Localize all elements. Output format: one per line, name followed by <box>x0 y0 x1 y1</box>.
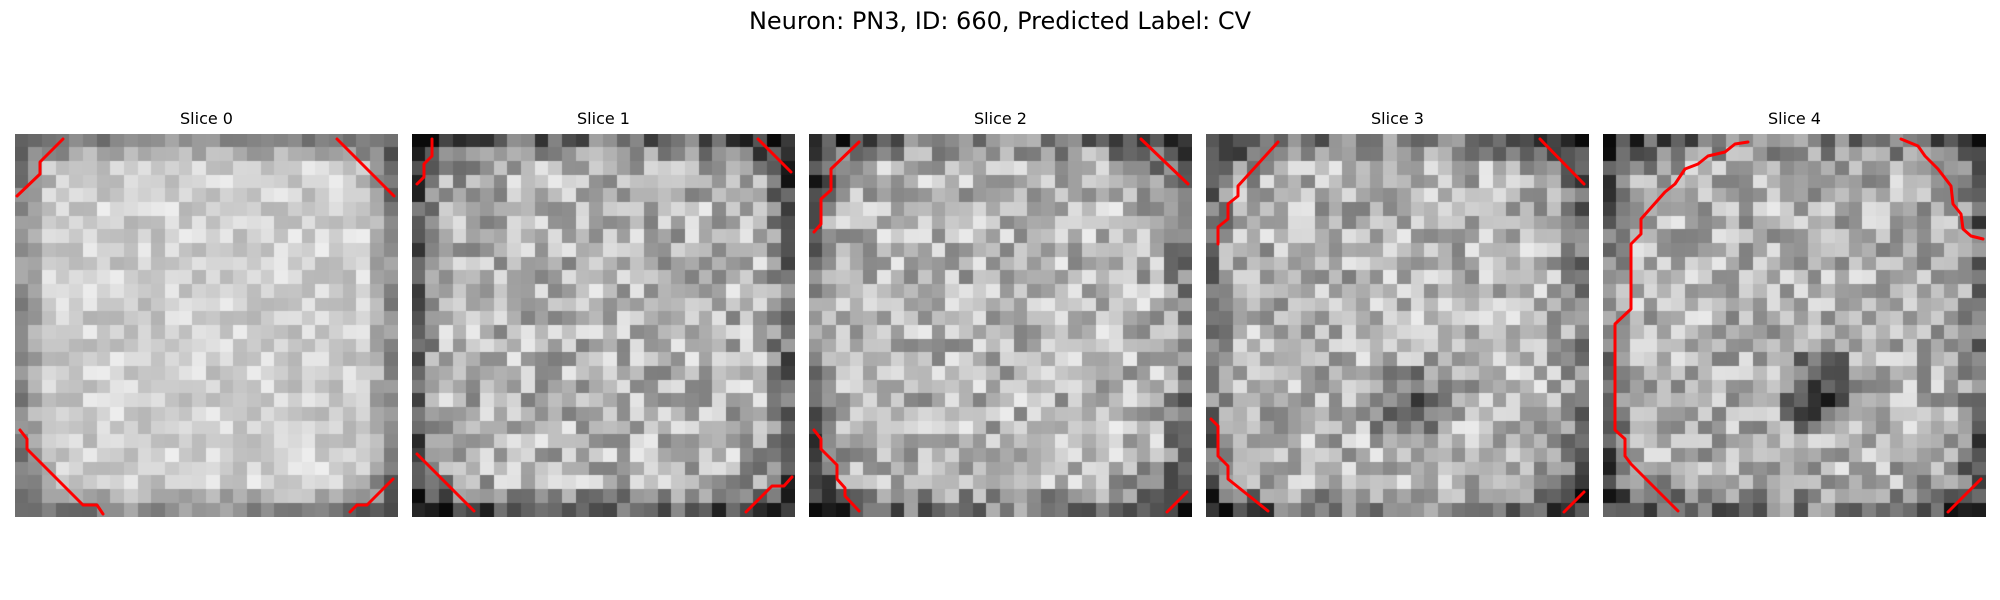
slice-2-contour-top-right <box>1141 139 1188 184</box>
slice-0-contours <box>15 134 398 517</box>
slice-1-contour-bottom-left <box>417 454 474 511</box>
slice-1-contour-top-left <box>417 139 432 184</box>
slice-4-contour-bottom-right <box>1948 479 1981 512</box>
slice-0-contour-bottom-left <box>20 430 103 514</box>
slice-3-title: Slice 3 <box>1206 108 1589 130</box>
slice-0-contour-top-left <box>17 139 63 196</box>
slice-0-contour-bottom-right <box>350 479 393 512</box>
slice-0-contour-top-right <box>337 139 394 196</box>
slice-4-contours <box>1603 134 1986 517</box>
slice-3-contour-top-left <box>1218 142 1278 244</box>
slice-3-contour-top-right <box>1540 139 1584 184</box>
slice-1-contour-top-right <box>758 139 791 172</box>
slice-4-contour-top-right <box>1901 139 1983 239</box>
slice-2-contour-bottom-right <box>1167 492 1187 512</box>
slice-3-contour-bottom-right <box>1564 492 1584 512</box>
figure-title: Neuron: PN3, ID: 660, Predicted Label: C… <box>0 6 2000 36</box>
slice-4-title: Slice 4 <box>1603 108 1986 130</box>
slice-2-contour-top-left <box>814 142 859 232</box>
slice-0-title: Slice 0 <box>15 108 398 130</box>
slice-4-contour-left-arc <box>1615 142 1748 511</box>
slice-1-title: Slice 1 <box>412 108 795 130</box>
slice-2-contour-bottom-left <box>814 430 859 511</box>
slice-3-contour-bottom-left <box>1211 419 1268 511</box>
slice-1-contour-bottom-right <box>746 477 792 512</box>
slice-2-contours <box>809 134 1192 517</box>
slice-3-contours <box>1206 134 1589 517</box>
slice-1-contours <box>412 134 795 517</box>
slice-2-title: Slice 2 <box>809 108 1192 130</box>
